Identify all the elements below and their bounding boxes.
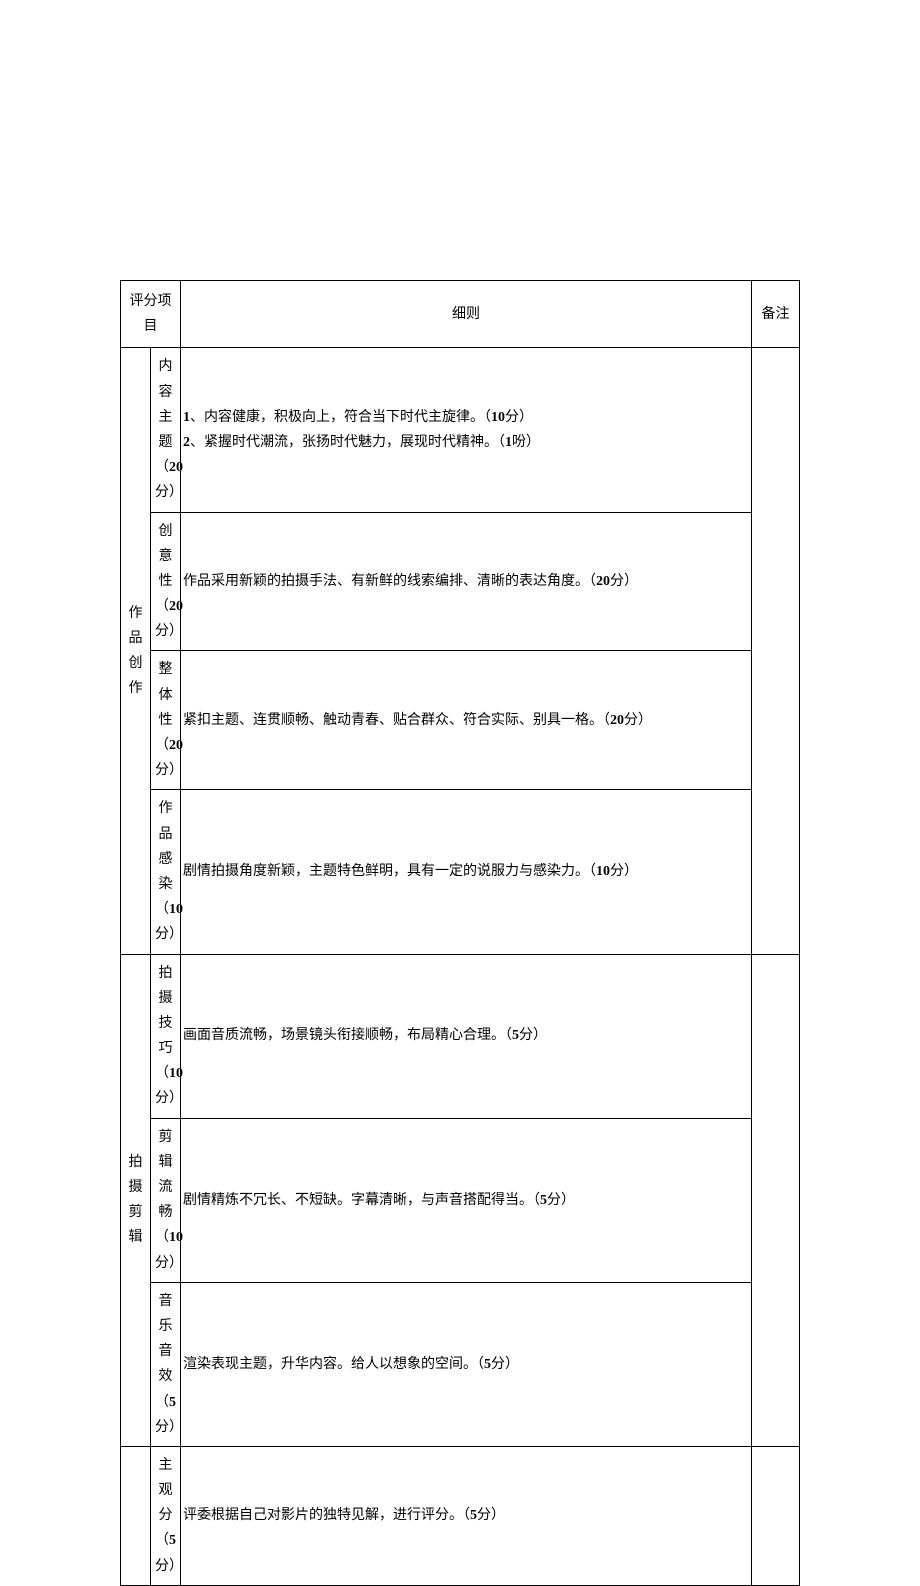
subcategory-cell: 创意性（20分） [151, 512, 181, 651]
subcategory-cell: 作品感染（10分） [151, 790, 181, 954]
detail-cell: 紧扣主题、连贯顺畅、触动青春、贴合群众、符合实际、别具一格。（20分） [181, 651, 752, 790]
detail-cell: 1、内容健康，积极向上，符合当下时代主旋律。（10分）2、紧握时代潮流，张扬时代… [181, 348, 752, 512]
table-row: 剪辑流畅（10分） 剧情精炼不冗长、不短缺。字幕清晰，与声音搭配得当。（5分） [121, 1118, 800, 1282]
header-detail: 细则 [181, 281, 752, 348]
detail-cell: 评委根据自己对影片的独特见解，进行评分。（5分） [181, 1446, 752, 1585]
detail-cell: 渲染表现主题，升华内容。给人以想象的空间。（5分） [181, 1282, 752, 1446]
subcategory-cell: 剪辑流畅（10分） [151, 1118, 181, 1282]
note-cell [752, 348, 800, 954]
note-cell [752, 1446, 800, 1585]
table-row: 主观分（5分） 评委根据自己对影片的独特见解，进行评分。（5分） [121, 1446, 800, 1585]
category-cell: 作品创作 [121, 348, 151, 954]
subcategory-cell: 内容主题（20分） [151, 348, 181, 512]
table-row: 整体性（20分） 紧扣主题、连贯顺畅、触动青春、贴合群众、符合实际、别具一格。（… [121, 651, 800, 790]
scoring-rubric-table: 评分项目 细则 备注 作品创作 内容主题（20分） 1、内容健康，积极向上，符合… [120, 280, 800, 1586]
subcategory-cell: 音乐音效（5分） [151, 1282, 181, 1446]
detail-cell: 剧情精炼不冗长、不短缺。字幕清晰，与声音搭配得当。（5分） [181, 1118, 752, 1282]
detail-cell: 画面音质流畅，场景镜头衔接顺畅，布局精心合理。（5分） [181, 954, 752, 1118]
subcategory-cell: 主观分（5分） [151, 1446, 181, 1585]
table-row: 作品感染（10分） 剧情拍摄角度新颖，主题特色鲜明，具有一定的说服力与感染力。（… [121, 790, 800, 954]
subcategory-cell: 整体性（20分） [151, 651, 181, 790]
header-note: 备注 [752, 281, 800, 348]
table-row: 作品创作 内容主题（20分） 1、内容健康，积极向上，符合当下时代主旋律。（10… [121, 348, 800, 512]
table-header-row: 评分项目 细则 备注 [121, 281, 800, 348]
subcategory-cell: 拍摄技巧（10分） [151, 954, 181, 1118]
header-category: 评分项目 [121, 281, 181, 348]
detail-cell: 剧情拍摄角度新颖，主题特色鲜明，具有一定的说服力与感染力。（10分） [181, 790, 752, 954]
table-row: 创意性（20分） 作品采用新颖的拍摄手法、有新鲜的线索编排、清晰的表达角度。（2… [121, 512, 800, 651]
table-row: 拍摄剪辑 拍摄技巧（10分） 画面音质流畅，场景镜头衔接顺畅，布局精心合理。（5… [121, 954, 800, 1118]
detail-cell: 作品采用新颖的拍摄手法、有新鲜的线索编排、清晰的表达角度。（20分） [181, 512, 752, 651]
table-row: 音乐音效（5分） 渲染表现主题，升华内容。给人以想象的空间。（5分） [121, 1282, 800, 1446]
category-cell: 拍摄剪辑 [121, 954, 151, 1446]
note-cell [752, 954, 800, 1446]
category-cell [121, 1446, 151, 1585]
